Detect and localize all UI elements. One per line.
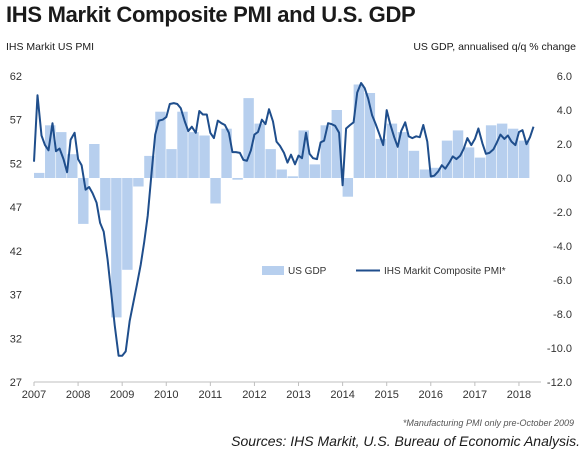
gdp-bar bbox=[155, 111, 166, 178]
x-tick-label: 2009 bbox=[110, 389, 134, 401]
gdp-bar bbox=[298, 130, 309, 178]
gdp-bar bbox=[452, 130, 464, 178]
gdp-bar bbox=[243, 98, 254, 178]
x-tick-label: 2017 bbox=[463, 389, 487, 401]
gdp-bar bbox=[188, 132, 199, 178]
left-axis-ticks: 62 57 52 47 42 37 32 27 bbox=[10, 71, 22, 389]
sources-note: Sources: IHS Markit, U.S. Bureau of Econ… bbox=[231, 433, 580, 449]
gdp-bar bbox=[100, 178, 111, 211]
x-tick-label: 2012 bbox=[242, 389, 266, 401]
footnote: *Manufacturing PMI only pre-October 2009 bbox=[402, 418, 574, 428]
x-tick-label: 2013 bbox=[286, 389, 310, 401]
gdp-bar bbox=[166, 149, 177, 178]
gdp-bar bbox=[276, 169, 287, 178]
right-axis-title: US GDP, annualised q/q % change bbox=[413, 41, 576, 53]
gdp-bar bbox=[331, 110, 343, 178]
x-tick-label: 2008 bbox=[66, 389, 90, 401]
gdp-bar bbox=[122, 178, 133, 270]
gdp-bar bbox=[144, 155, 155, 178]
left-tick-label: 37 bbox=[10, 290, 22, 302]
chart-title: IHS Markit Composite PMI and U.S. GDP bbox=[6, 2, 416, 27]
right-tick-label: 6.0 bbox=[557, 71, 572, 83]
gdp-bar bbox=[474, 157, 486, 178]
left-tick-label: 42 bbox=[10, 246, 22, 258]
x-tick-label: 2011 bbox=[199, 389, 223, 401]
gdp-bar bbox=[232, 178, 243, 180]
gdp-bar bbox=[518, 140, 530, 178]
gdp-bar bbox=[199, 135, 210, 178]
gdp-bar bbox=[507, 128, 519, 178]
gdp-bar bbox=[441, 140, 453, 178]
right-tick-label: 0.0 bbox=[557, 173, 572, 185]
gdp-bar bbox=[221, 128, 232, 178]
legend-gdp-swatch bbox=[262, 266, 284, 275]
gdp-bar bbox=[342, 178, 354, 197]
gdp-bar bbox=[353, 84, 365, 178]
right-tick-label: 4.0 bbox=[557, 105, 572, 117]
right-tick-label: -12.0 bbox=[547, 377, 572, 389]
right-tick-label: -8.0 bbox=[553, 309, 572, 321]
gdp-bar bbox=[111, 178, 122, 318]
left-tick-label: 27 bbox=[10, 377, 22, 389]
gdp-bar bbox=[320, 125, 331, 178]
left-tick-label: 47 bbox=[10, 202, 22, 214]
right-tick-label: -10.0 bbox=[547, 343, 572, 355]
legend-gdp-label: US GDP bbox=[288, 266, 327, 277]
gdp-bar bbox=[265, 149, 276, 178]
gdp-bar bbox=[67, 154, 78, 178]
left-tick-label: 52 bbox=[10, 158, 22, 170]
legend: US GDP IHS Markit Composite PMI* bbox=[262, 266, 506, 277]
right-tick-label: -2.0 bbox=[553, 207, 572, 219]
gdp-bars bbox=[34, 84, 530, 318]
gdp-bar bbox=[210, 178, 221, 204]
gdp-bar bbox=[397, 132, 409, 178]
right-tick-label: 2.0 bbox=[557, 139, 572, 151]
gdp-bar bbox=[133, 178, 144, 187]
pmi-line bbox=[33, 82, 535, 357]
gdp-bar bbox=[408, 150, 420, 178]
gdp-bar bbox=[375, 138, 387, 178]
gdp-bar bbox=[287, 176, 298, 178]
gdp-bar bbox=[496, 123, 508, 178]
gdp-bar bbox=[78, 178, 89, 224]
right-tick-label: -6.0 bbox=[553, 275, 572, 287]
gdp-bar bbox=[34, 172, 45, 178]
x-axis-ticks: 2007 2008 2009 2010 2011 2012 2013 2014 2015 2016… bbox=[22, 382, 531, 401]
gdp-bar bbox=[419, 169, 431, 178]
right-axis-ticks: 6.0 4.0 2.0 0.0 -2.0 -4.0 -6.0 -8.0 -10.0 -12.0 bbox=[547, 71, 572, 389]
left-tick-label: 62 bbox=[10, 71, 22, 83]
x-tick-label: 2010 bbox=[154, 389, 178, 401]
x-tick-label: 2007 bbox=[22, 389, 46, 401]
legend-pmi-label: IHS Markit Composite PMI* bbox=[384, 266, 506, 277]
gdp-bar bbox=[309, 164, 320, 178]
x-tick-label: 2014 bbox=[330, 389, 354, 401]
gdp-bar bbox=[45, 125, 56, 178]
right-tick-label: -4.0 bbox=[553, 241, 572, 253]
left-tick-label: 57 bbox=[10, 115, 22, 127]
left-axis-title: IHS Markit US PMI bbox=[6, 41, 95, 53]
gdp-bar bbox=[177, 111, 188, 178]
gdp-bar bbox=[386, 123, 398, 178]
x-tick-label: 2018 bbox=[507, 389, 531, 401]
gdp-bar bbox=[463, 147, 475, 178]
gdp-bar bbox=[364, 93, 376, 178]
left-tick-label: 32 bbox=[10, 333, 22, 345]
x-tick-label: 2016 bbox=[419, 389, 443, 401]
gdp-bar bbox=[254, 123, 265, 178]
x-tick-label: 2015 bbox=[374, 389, 398, 401]
gdp-bar bbox=[89, 144, 100, 178]
